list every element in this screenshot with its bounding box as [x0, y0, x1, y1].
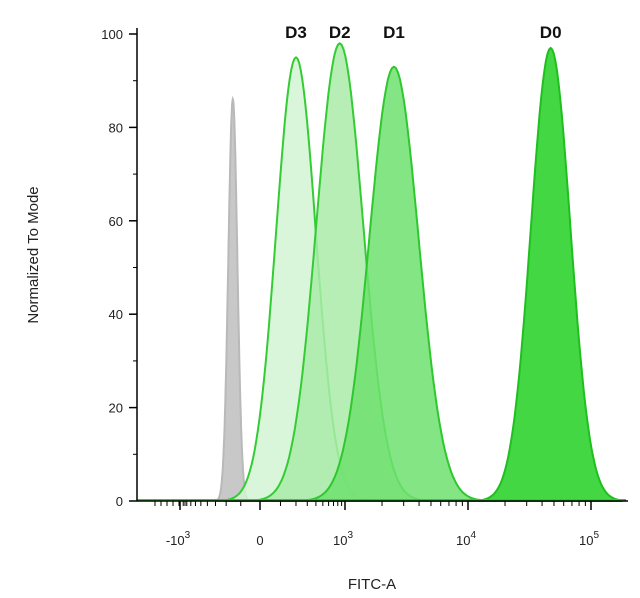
x-axis-title: FITC-A — [348, 576, 396, 593]
peak-label-d3: D3 — [285, 23, 307, 42]
y-tick-label: 40 — [109, 307, 123, 322]
peak-label-d0: D0 — [540, 23, 562, 42]
x-tick-label: 103 — [333, 530, 353, 548]
y-tick-label: 60 — [109, 214, 123, 229]
x-tick-label: -103 — [166, 530, 191, 548]
histogram-control — [215, 95, 250, 502]
y-tick-label: 80 — [109, 120, 123, 135]
ticks-layer: 0 20 40 60 80 100 -103 0 103 104 105 — [101, 27, 599, 548]
y-axis-title: Normalized To Mode — [25, 186, 42, 323]
series-layer — [137, 42, 626, 502]
x-tick-label: 105 — [579, 530, 599, 548]
x-tick-label: 0 — [256, 533, 263, 548]
histogram-d1 — [304, 65, 484, 502]
histogram-d0 — [478, 46, 623, 502]
y-tick-label: 100 — [101, 27, 123, 42]
labels-layer: D3 D2 D1 D0 — [285, 23, 561, 42]
y-tick-label: 0 — [116, 494, 123, 509]
y-tick-label: 20 — [109, 401, 123, 416]
x-tick-label: 104 — [456, 530, 476, 548]
peak-label-d1: D1 — [383, 23, 405, 42]
peak-label-d2: D2 — [329, 23, 351, 42]
